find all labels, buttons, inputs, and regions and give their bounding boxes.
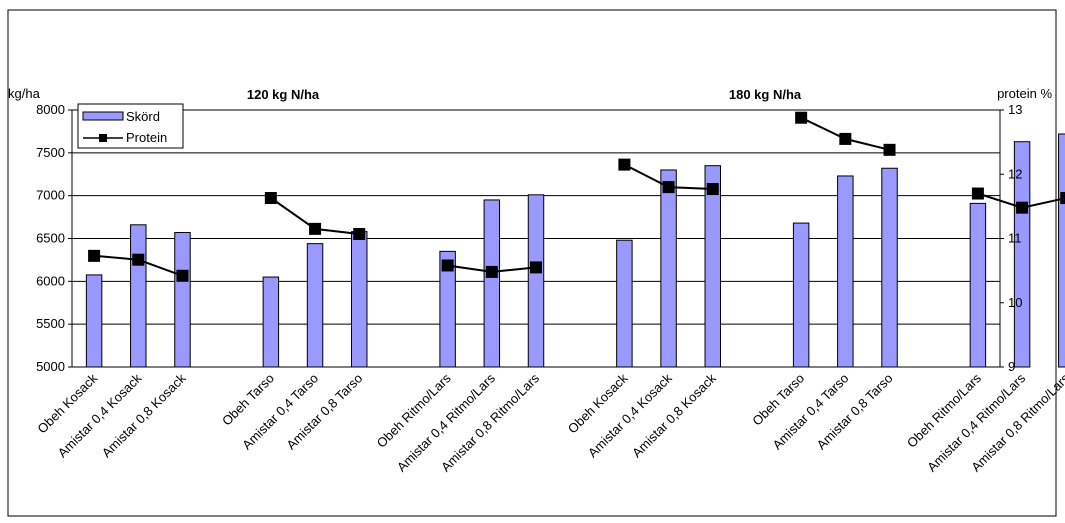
protein-point — [662, 181, 675, 194]
protein-point — [309, 222, 322, 235]
y-left-tick-label: 6000 — [36, 273, 65, 288]
protein-point — [795, 111, 808, 124]
legend-label-protein: Protein — [126, 130, 167, 145]
y-right-axis-label: protein % — [997, 86, 1052, 101]
y-left-tick-label: 5500 — [36, 316, 65, 331]
y-left-axis-label: kg/ha — [8, 86, 41, 101]
protein-point — [88, 249, 101, 262]
protein-point — [706, 183, 719, 196]
y-left-tick-label: 8000 — [36, 102, 65, 117]
y-right-ticks: 9 10 11 12 13 — [1000, 102, 1022, 374]
protein-point — [353, 228, 366, 241]
line-series-protein — [88, 111, 1065, 282]
bar — [130, 224, 147, 368]
bar — [85, 274, 103, 368]
bar — [837, 175, 854, 368]
protein-point — [1016, 201, 1029, 214]
bar — [306, 243, 324, 368]
y-left-ticks: 5000 5500 6000 6500 7000 7500 8000 — [36, 102, 72, 374]
protein-point — [971, 187, 984, 200]
protein-point — [883, 143, 896, 156]
protein-point — [264, 192, 277, 205]
protein-point — [530, 261, 542, 274]
protein-point — [618, 158, 631, 171]
bar — [969, 202, 987, 368]
bar-series-skord — [85, 133, 1065, 368]
bar — [616, 239, 633, 368]
annotation-120-kg-n-ha: 120 kg N/ha — [247, 87, 320, 102]
protein-point — [176, 269, 189, 282]
bar — [881, 167, 898, 368]
legend-box — [77, 103, 184, 149]
y-right-tick-label: 10 — [1008, 295, 1022, 310]
bar — [792, 222, 810, 368]
y-left-tick-label: 6500 — [36, 231, 65, 246]
protein-point — [839, 132, 852, 145]
y-right-tick-label: 11 — [1008, 231, 1022, 246]
y-left-tick-label: 7000 — [36, 188, 65, 203]
annotation-180-kg-n-ha: 180 kg N/ha — [729, 87, 802, 102]
y-right-tick-label: 9 — [1008, 359, 1015, 374]
bar — [1058, 133, 1065, 368]
bar — [483, 199, 501, 368]
protein-point — [132, 253, 145, 266]
legend-label-skord: Skörd — [126, 109, 160, 124]
y-right-tick-label: 13 — [1008, 102, 1022, 117]
protein-point — [485, 265, 498, 278]
legend-marker-protein — [99, 134, 107, 142]
protein-point — [441, 259, 454, 272]
y-right-tick-label: 12 — [1008, 166, 1022, 181]
bar — [704, 165, 721, 368]
y-left-tick-label: 7500 — [36, 145, 65, 160]
bar — [351, 231, 368, 368]
bar — [527, 194, 545, 368]
bar — [660, 169, 677, 368]
bar — [174, 232, 191, 368]
legend-swatch-skord — [82, 111, 124, 121]
bar — [262, 276, 280, 368]
legend: Skörd Protein — [77, 103, 184, 149]
bar — [1013, 141, 1031, 368]
protein-point — [1060, 192, 1065, 205]
y-left-tick-label: 5000 — [36, 359, 65, 374]
